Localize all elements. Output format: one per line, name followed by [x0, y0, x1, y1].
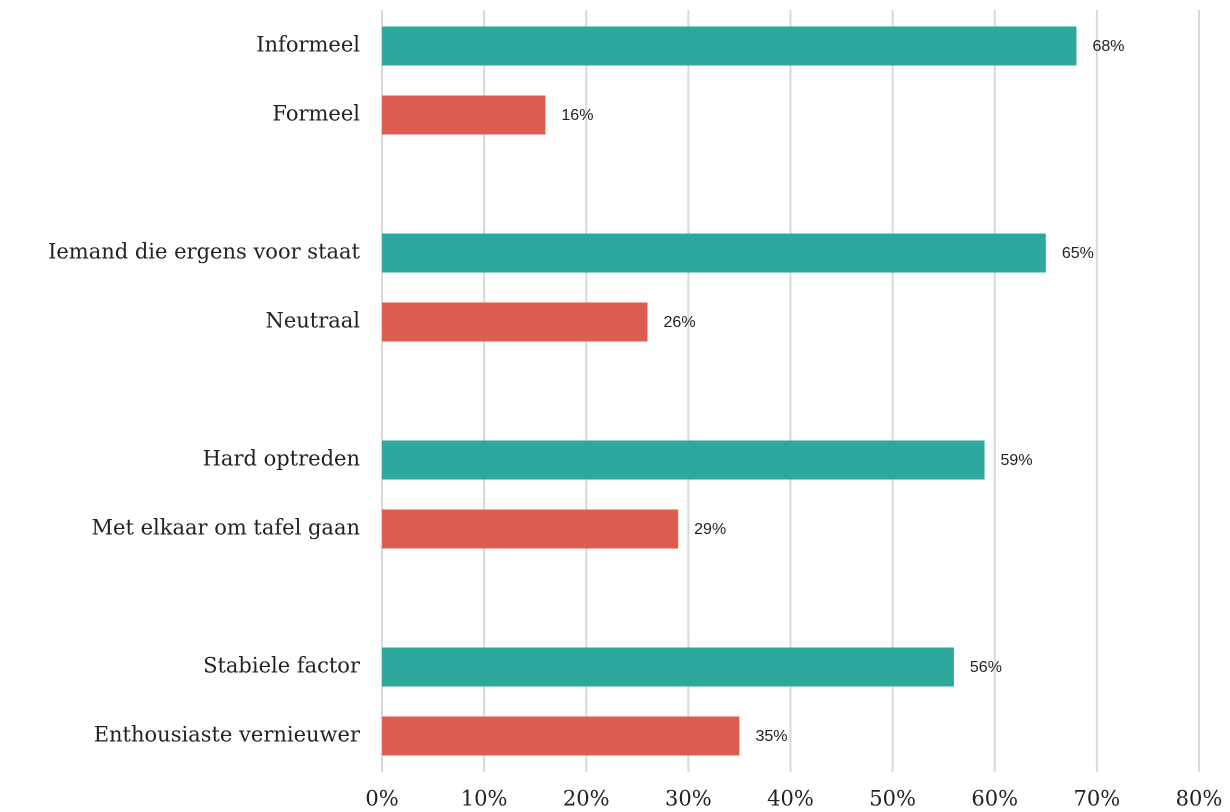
data-label: 29%	[694, 521, 726, 538]
bar	[382, 509, 679, 549]
bar	[382, 440, 985, 480]
x-tick-label: 60%	[971, 787, 1018, 811]
bar	[382, 26, 1077, 66]
x-tick-label: 0%	[365, 787, 398, 811]
y-tick-label: Stabiele factor	[203, 654, 361, 678]
data-label: 56%	[970, 659, 1002, 676]
x-tick-label: 80%	[1176, 787, 1223, 811]
y-tick-label: Neutraal	[265, 309, 360, 333]
bar	[382, 302, 648, 342]
bar	[382, 95, 546, 135]
x-tick-label: 70%	[1074, 787, 1121, 811]
x-tick-label: 40%	[767, 787, 814, 811]
bar	[382, 647, 954, 687]
y-tick-label: Formeel	[272, 102, 360, 126]
y-tick-label: Iemand die ergens voor staat	[48, 240, 360, 264]
x-tick-label: 50%	[869, 787, 916, 811]
bar	[382, 233, 1046, 273]
y-tick-label: Met elkaar om tafel gaan	[92, 516, 360, 540]
data-label: 35%	[755, 728, 787, 745]
x-tick-label: 30%	[665, 787, 712, 811]
y-tick-label: Informeel	[256, 33, 360, 57]
y-tick-label: Enthousiaste vernieuwer	[94, 723, 361, 747]
data-label: 26%	[664, 314, 696, 331]
data-label: 59%	[1001, 452, 1033, 469]
data-label: 65%	[1062, 245, 1094, 262]
data-label: 16%	[561, 107, 593, 124]
x-tick-label: 20%	[563, 787, 610, 811]
x-tick-label: 10%	[461, 787, 508, 811]
y-tick-label: Hard optreden	[203, 447, 360, 471]
bar	[382, 716, 740, 756]
data-label: 68%	[1092, 38, 1124, 55]
